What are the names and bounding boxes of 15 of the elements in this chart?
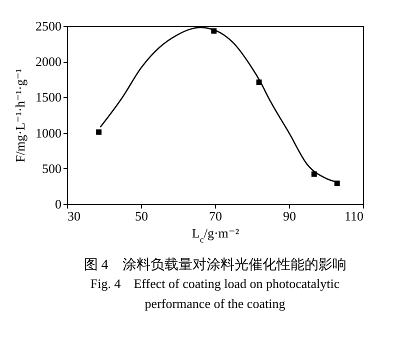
y-tick-label: 1500: [36, 90, 62, 105]
x-tick-label: 90: [283, 208, 296, 224]
y-tick-label: 2000: [36, 54, 62, 70]
x-tick-label: 30: [68, 208, 80, 224]
x-axis-title: L$_{c}$/g·m⁻²: [192, 226, 240, 244]
y-tick-label: 2500: [36, 18, 62, 34]
y-tick-label: 1000: [36, 125, 62, 140]
y-axis-title: F/mg·L⁻¹·h⁻¹·g⁻¹: [12, 68, 28, 162]
text: Fig. 4 Effect of coating load on photocatalytic performance of the coating: [90, 276, 340, 311]
x-tick-label: 70: [209, 208, 222, 224]
x-tick-label: 110: [344, 208, 364, 224]
x-tick-label: 50: [135, 208, 148, 224]
text: 图 4 涂料负载量对涂料光催化性能的影响: [84, 257, 346, 273]
y-tick-label: 0: [55, 196, 62, 212]
y-tick-label: 500: [42, 160, 62, 176]
